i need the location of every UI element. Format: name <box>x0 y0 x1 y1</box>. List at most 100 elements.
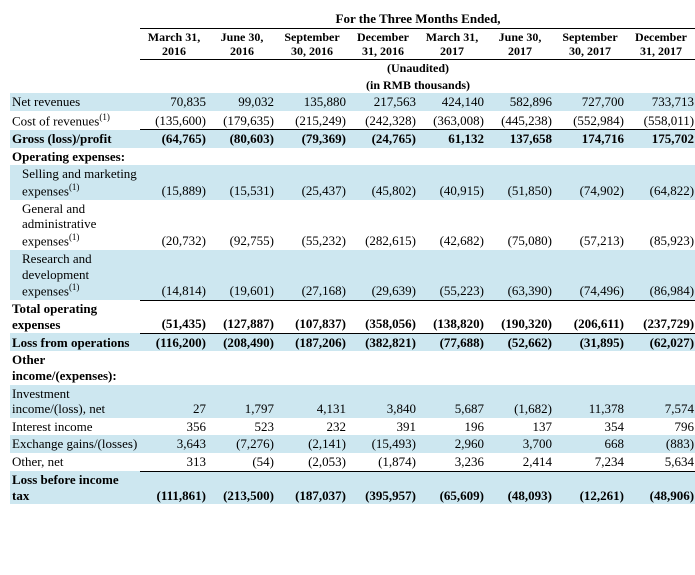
cell: 5,634 <box>626 453 695 471</box>
cell: (190,320) <box>486 300 554 333</box>
row-label: Cost of revenues(1) <box>10 111 140 130</box>
cell: (24,765) <box>348 130 418 148</box>
table-row: Loss from operations(116,200)(208,490)(1… <box>10 333 695 351</box>
cell: (19,601) <box>208 250 276 300</box>
cell: 217,563 <box>348 93 418 111</box>
cell: (57,213) <box>554 200 626 250</box>
cell: 523 <box>208 418 276 436</box>
col-head-4: March 31, 2017 <box>418 28 486 60</box>
cell: 3,700 <box>486 435 554 453</box>
table-row: Total operating expenses(51,435)(127,887… <box>10 300 695 333</box>
cell: 727,700 <box>554 93 626 111</box>
cell: (208,490) <box>208 333 276 351</box>
footnote-marker: (1) <box>99 112 110 122</box>
cell: (27,168) <box>276 250 348 300</box>
cell: 391 <box>348 418 418 436</box>
cell: (55,223) <box>418 250 486 300</box>
cell: (92,755) <box>208 200 276 250</box>
table-row: Research and development expenses(1)(14,… <box>10 250 695 300</box>
cell: 4,131 <box>276 385 348 418</box>
row-label: Investment income/(loss), net <box>10 385 140 418</box>
table-row: Interest income356523232391196137354796 <box>10 418 695 436</box>
cell: (85,923) <box>626 200 695 250</box>
cell: 354 <box>554 418 626 436</box>
cell: (64,765) <box>140 130 208 148</box>
cell: (74,902) <box>554 165 626 200</box>
cell <box>348 148 418 166</box>
cell: (135,600) <box>140 111 208 130</box>
cell: (25,437) <box>276 165 348 200</box>
row-label: Research and development expenses(1) <box>10 250 140 300</box>
table-row: General and administrative expenses(1)(2… <box>10 200 695 250</box>
cell: 668 <box>554 435 626 453</box>
table-row: Selling and marketing expenses(1)(15,889… <box>10 165 695 200</box>
sub-header-units: (in RMB thousands) <box>140 77 695 93</box>
cell: (80,603) <box>208 130 276 148</box>
financial-table: For the Three Months Ended, March 31, 20… <box>10 10 695 504</box>
cell: (51,435) <box>140 300 208 333</box>
cell: (358,056) <box>348 300 418 333</box>
cell: (2,141) <box>276 435 348 453</box>
cell: 313 <box>140 453 208 471</box>
table-row: Investment income/(loss), net271,7974,13… <box>10 385 695 418</box>
table-row: Operating expenses: <box>10 148 695 166</box>
cell: 70,835 <box>140 93 208 111</box>
cell: (48,906) <box>626 471 695 504</box>
sub-header-unaudited: (Unaudited) <box>140 60 695 77</box>
row-label: Selling and marketing expenses(1) <box>10 165 140 200</box>
row-label: Net revenues <box>10 93 140 111</box>
cell <box>208 351 276 384</box>
col-head-2: September 30, 2016 <box>276 28 348 60</box>
cell: 99,032 <box>208 93 276 111</box>
cell <box>418 148 486 166</box>
cell: (187,206) <box>276 333 348 351</box>
cell <box>626 351 695 384</box>
cell: (138,820) <box>418 300 486 333</box>
cell: (1,874) <box>348 453 418 471</box>
cell: 3,643 <box>140 435 208 453</box>
col-head-0: March 31, 2016 <box>140 28 208 60</box>
cell <box>140 351 208 384</box>
cell: (445,238) <box>486 111 554 130</box>
cell: 5,687 <box>418 385 486 418</box>
cell: (31,895) <box>554 333 626 351</box>
cell: 796 <box>626 418 695 436</box>
row-label: Other income/(expenses): <box>10 351 140 384</box>
row-label: Operating expenses: <box>10 148 140 166</box>
table-row: Other income/(expenses): <box>10 351 695 384</box>
cell: 232 <box>276 418 348 436</box>
cell: (62,027) <box>626 333 695 351</box>
cell: (1,682) <box>486 385 554 418</box>
col-head-1: June 30, 2016 <box>208 28 276 60</box>
cell: (77,688) <box>418 333 486 351</box>
cell: (48,093) <box>486 471 554 504</box>
cell <box>208 148 276 166</box>
header-super: For the Three Months Ended, <box>140 10 695 28</box>
cell <box>626 148 695 166</box>
cell: (215,249) <box>276 111 348 130</box>
column-headers-row: March 31, 2016 June 30, 2016 September 3… <box>10 28 695 60</box>
cell: (55,232) <box>276 200 348 250</box>
cell: 7,234 <box>554 453 626 471</box>
cell: (395,957) <box>348 471 418 504</box>
cell: (54) <box>208 453 276 471</box>
cell: (187,037) <box>276 471 348 504</box>
row-label: Gross (loss)/profit <box>10 130 140 148</box>
cell: (12,261) <box>554 471 626 504</box>
cell: (64,822) <box>626 165 695 200</box>
cell: 733,713 <box>626 93 695 111</box>
cell: 424,140 <box>418 93 486 111</box>
cell: 137,658 <box>486 130 554 148</box>
cell: (15,493) <box>348 435 418 453</box>
col-head-6: September 30, 2017 <box>554 28 626 60</box>
cell: (20,732) <box>140 200 208 250</box>
cell: (116,200) <box>140 333 208 351</box>
cell: (2,053) <box>276 453 348 471</box>
row-label: General and administrative expenses(1) <box>10 200 140 250</box>
cell: 27 <box>140 385 208 418</box>
cell: (29,639) <box>348 250 418 300</box>
cell: (63,390) <box>486 250 554 300</box>
cell: 196 <box>418 418 486 436</box>
cell: 137 <box>486 418 554 436</box>
cell: (883) <box>626 435 695 453</box>
